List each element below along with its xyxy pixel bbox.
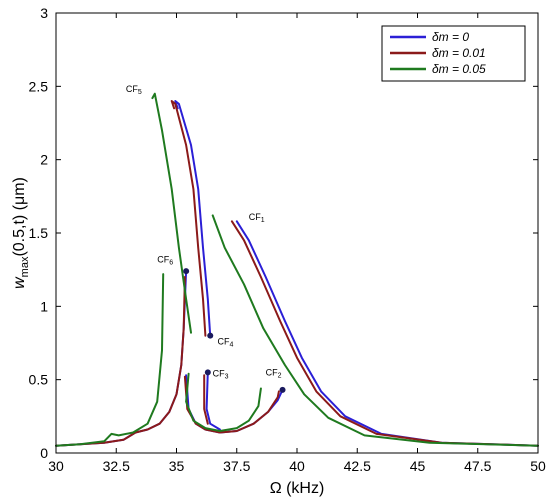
annotation-sub: 4 — [229, 341, 233, 348]
x-tick-label: 37.5 — [223, 458, 250, 474]
y-axis-label-sub: max — [19, 256, 31, 277]
y-tick-label: 0 — [40, 445, 48, 461]
annotation-base: CF — [266, 367, 278, 377]
y-tick-label: 1.5 — [29, 225, 49, 241]
y-tick-label: 2.5 — [29, 78, 49, 94]
y-axis-label: wmax(0.5,t) (μm) — [11, 177, 31, 289]
annotation-sub: 1 — [261, 217, 265, 224]
annotation-base: CF — [157, 254, 169, 264]
annotation-cf5: CF5 — [126, 84, 142, 96]
series-0-branch-3 — [174, 100, 212, 337]
x-tick-label: 45 — [410, 458, 426, 474]
axis-labels: Ω (kHz) wmax(0.5,t) (μm) — [11, 177, 324, 497]
series-0-endpoint-1 — [207, 332, 214, 339]
annotation-cf4: CF4 — [217, 336, 233, 348]
series-0-branch-2 — [205, 371, 221, 431]
series-0-branch-1 — [185, 374, 284, 434]
series-1-branch-2 — [203, 374, 209, 425]
legend-label-0: δm = 0 — [432, 30, 469, 44]
annotation-sub: 2 — [278, 372, 282, 379]
y-tick-label: 0.5 — [29, 372, 49, 388]
y-tick-label: 1 — [40, 298, 48, 314]
annotation-sub: 6 — [169, 259, 173, 266]
annotation-cf6: CF6 — [157, 254, 173, 266]
annotation-sub: 3 — [225, 374, 229, 381]
annotation-base: CF — [249, 212, 261, 222]
y-axis-label-rest: (0.5,t) (μm) — [11, 177, 28, 256]
x-tick-label: 40 — [289, 458, 305, 474]
x-tick-label: 42.5 — [344, 458, 371, 474]
x-axis-label: Ω (kHz) — [270, 480, 325, 497]
annotation-cf1: CF1 — [249, 212, 265, 224]
series-1-branch-3 — [170, 100, 207, 337]
annotation-cf3: CF3 — [213, 369, 229, 381]
x-tick-label: 30 — [48, 458, 64, 474]
annotation-base: CF — [126, 84, 138, 94]
x-tick-label: 50 — [530, 458, 546, 474]
x-tick-label: 32.5 — [103, 458, 130, 474]
annotation-cf2: CF2 — [266, 367, 282, 379]
series-2-branch-3 — [211, 214, 539, 447]
series-2-branch-1 — [185, 372, 262, 432]
annotation-sub: 5 — [138, 89, 142, 96]
legend: δm = 0 δm = 0.01 δm = 0.05 — [381, 25, 526, 82]
series-1-branch-0 — [55, 276, 186, 447]
series-0-branch-4 — [235, 220, 539, 447]
y-tick-label: 3 — [40, 5, 48, 21]
series-0-endpoint-3 — [279, 386, 286, 393]
y-axis-label-main: w — [11, 276, 28, 289]
x-tick-label: 47.5 — [464, 458, 491, 474]
series-0-endpoint-2 — [204, 369, 211, 376]
plot-area — [55, 92, 539, 447]
series-0-branch-0 — [55, 270, 188, 447]
series-2-branch-2 — [151, 92, 192, 334]
series-2-branch-0 — [55, 273, 165, 447]
annotation-base: CF — [217, 336, 229, 346]
legend-label-2: δm = 0.05 — [432, 62, 486, 76]
legend-label-1: δm = 0.01 — [432, 46, 486, 60]
annotation-base: CF — [213, 369, 225, 379]
y-tick-label: 2 — [40, 152, 48, 168]
x-tick-label: 35 — [169, 458, 185, 474]
series-1-branch-4 — [230, 220, 539, 447]
series-0-endpoint-0 — [183, 268, 190, 275]
